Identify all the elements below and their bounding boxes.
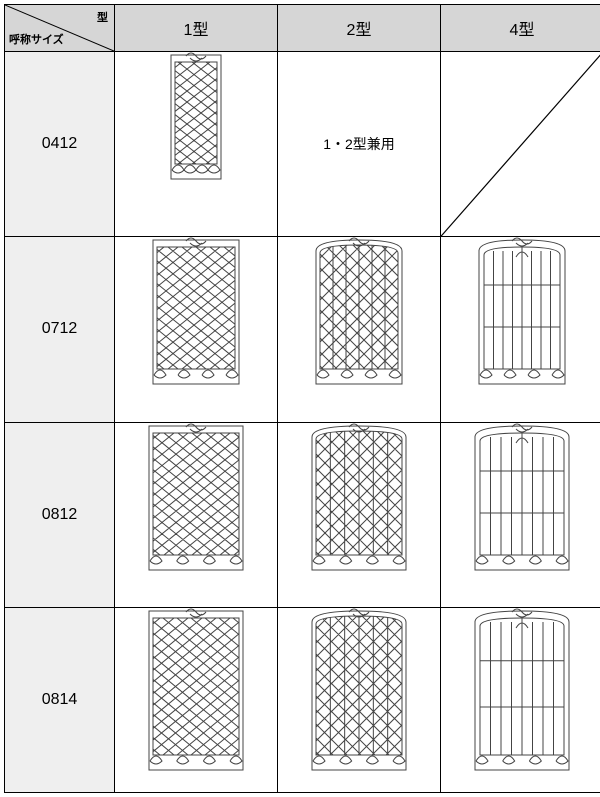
row-header-0812: 0812 bbox=[5, 422, 115, 607]
grille-icon bbox=[476, 237, 568, 387]
grille-icon bbox=[472, 423, 572, 573]
product-table: 型 呼称サイズ 1型 2型 4型 0412 1・2型兼用 0712 0812 0… bbox=[4, 4, 600, 793]
row-header-0712: 0712 bbox=[5, 237, 115, 422]
grille-icon bbox=[309, 423, 409, 573]
header-diag-bottom: 呼称サイズ bbox=[9, 31, 64, 47]
col-header-3: 4型 bbox=[441, 5, 600, 52]
cell-0412-type2: 1・2型兼用 bbox=[278, 52, 441, 237]
merged-note: 1・2型兼用 bbox=[323, 136, 395, 152]
cell-0814-type2 bbox=[278, 607, 441, 792]
cell-0712-type4 bbox=[441, 237, 600, 422]
col-header-1: 1型 bbox=[115, 5, 278, 52]
cell-0712-type1 bbox=[115, 237, 278, 422]
grille-icon bbox=[150, 237, 242, 387]
cell-0814-type4 bbox=[441, 607, 600, 792]
header-diag-top: 型 bbox=[97, 9, 108, 25]
grille-icon bbox=[146, 608, 246, 773]
grille-icon bbox=[168, 52, 224, 182]
col-header-2: 2型 bbox=[278, 5, 441, 52]
cell-0812-type2 bbox=[278, 422, 441, 607]
cell-0814-type1 bbox=[115, 607, 278, 792]
cell-0812-type1 bbox=[115, 422, 278, 607]
cell-0812-type4 bbox=[441, 422, 600, 607]
cell-0412-type1 bbox=[115, 52, 278, 237]
grille-icon bbox=[472, 608, 572, 773]
cell-0712-type2 bbox=[278, 237, 441, 422]
grille-icon bbox=[313, 237, 405, 387]
row-header-0814: 0814 bbox=[5, 607, 115, 792]
header-diagonal: 型 呼称サイズ bbox=[5, 5, 115, 52]
cell-0412-type4-empty bbox=[441, 52, 600, 237]
row-header-0412: 0412 bbox=[5, 52, 115, 237]
grille-icon bbox=[146, 423, 246, 573]
grille-icon bbox=[309, 608, 409, 773]
